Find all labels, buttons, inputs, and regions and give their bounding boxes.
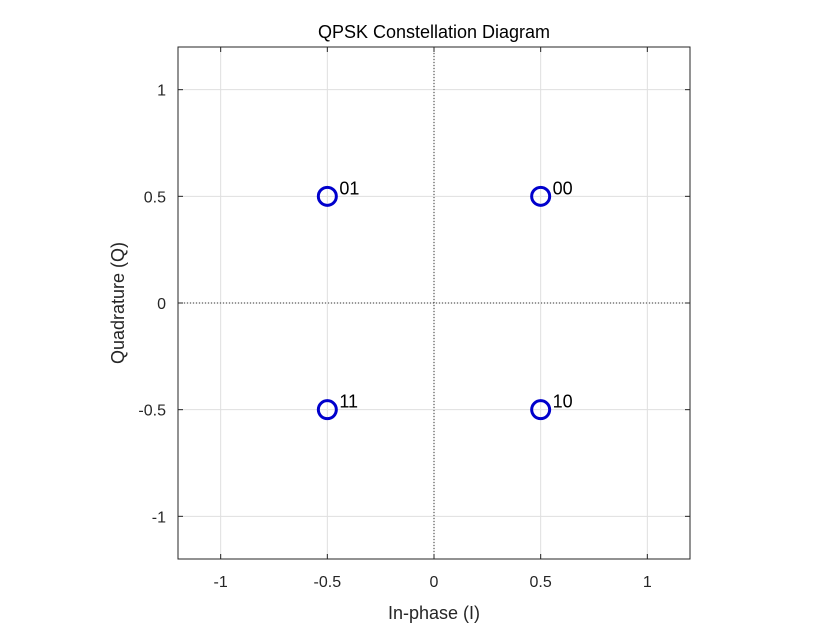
- y-tick-label: 1: [157, 83, 166, 100]
- y-axis-label: Quadrature (Q): [108, 242, 128, 364]
- y-tick-label: -0.5: [138, 403, 166, 420]
- y-tick-labels: -1 -0.5 0 0.5 1: [138, 83, 166, 527]
- constellation-point-01: [316, 185, 338, 207]
- x-tick-label: -1: [214, 574, 228, 591]
- y-tick-label: -1: [152, 509, 166, 526]
- y-tick-label: 0.5: [144, 189, 166, 206]
- point-label-10: 10: [553, 392, 573, 412]
- data-point-labels: 00 01 10 11: [339, 178, 572, 411]
- data-points: [316, 185, 552, 421]
- x-tick-label: 1: [643, 574, 652, 591]
- x-tick-label: 0.5: [530, 574, 552, 591]
- point-label-11: 11: [339, 392, 358, 412]
- constellation-point-11: [316, 399, 338, 421]
- point-label-00: 00: [553, 178, 573, 198]
- chart-title: QPSK Constellation Diagram: [318, 22, 550, 42]
- y-tick-label: 0: [157, 296, 166, 313]
- x-tick-label: 0: [430, 574, 439, 591]
- x-axis-label: In-phase (I): [388, 603, 480, 623]
- zero-lines: [178, 47, 690, 559]
- x-tick-labels: -1 -0.5 0 0.5 1: [214, 574, 652, 591]
- x-tick-label: -0.5: [314, 574, 342, 591]
- constellation-point-10: [530, 399, 552, 421]
- ticks: [178, 47, 690, 559]
- point-label-01: 01: [339, 178, 359, 198]
- constellation-point-00: [530, 185, 552, 207]
